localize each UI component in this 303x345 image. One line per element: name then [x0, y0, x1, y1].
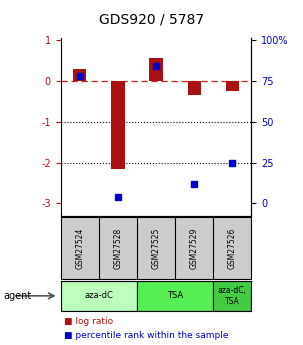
- Bar: [111, 81, 125, 169]
- Text: TSA: TSA: [167, 291, 183, 300]
- Text: GSM27529: GSM27529: [190, 228, 199, 269]
- Bar: [61, 281, 137, 310]
- Bar: [137, 281, 213, 310]
- Bar: [213, 281, 251, 310]
- Text: ■ percentile rank within the sample: ■ percentile rank within the sample: [64, 331, 228, 340]
- Text: GSM27526: GSM27526: [228, 228, 237, 269]
- Text: ■ log ratio: ■ log ratio: [64, 317, 113, 326]
- Bar: [188, 81, 201, 95]
- Bar: [73, 69, 86, 81]
- Text: GSM27525: GSM27525: [152, 228, 161, 269]
- Bar: [149, 58, 163, 81]
- Text: GSM27528: GSM27528: [113, 228, 122, 269]
- Text: aza-dC: aza-dC: [84, 291, 113, 300]
- Text: GDS920 / 5787: GDS920 / 5787: [99, 12, 204, 26]
- Text: aza-dC,
TSA: aza-dC, TSA: [218, 286, 247, 306]
- Bar: [226, 81, 239, 91]
- Text: GSM27524: GSM27524: [75, 228, 84, 269]
- Text: agent: agent: [3, 291, 31, 301]
